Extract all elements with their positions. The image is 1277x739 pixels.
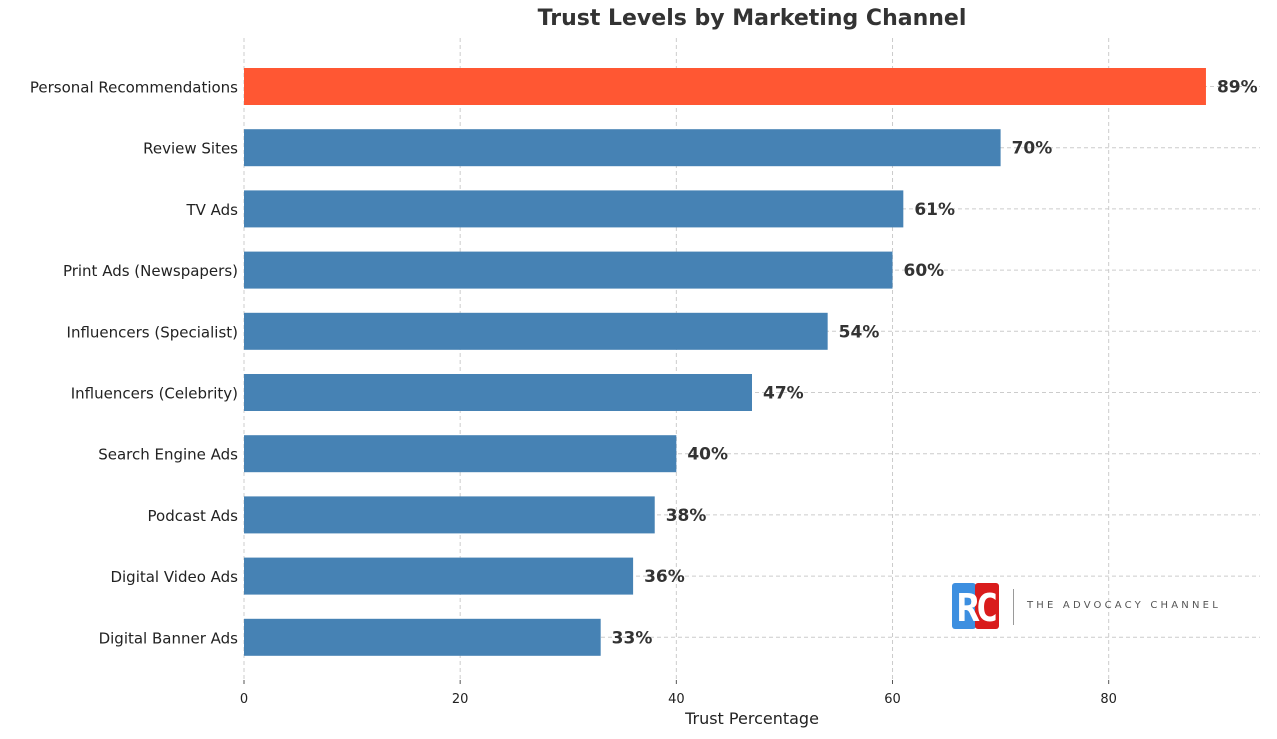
x-tick-label: 0 — [240, 692, 248, 707]
y-tick-label: Review Sites — [143, 140, 238, 158]
bar — [244, 618, 601, 656]
rc-logo-letters: RC — [957, 586, 997, 630]
data-label: 89% — [1217, 78, 1258, 98]
bar-layer — [244, 68, 1206, 656]
data-label: 36% — [644, 567, 685, 587]
chart-title: Trust Levels by Marketing Channel — [537, 6, 967, 31]
bar — [244, 496, 655, 534]
y-tick-label: Personal Recommendations — [30, 79, 238, 97]
rc-logo-badge: RC — [952, 583, 1000, 630]
axis-layer: 0 20 40 60 80 Personal Recommendations Review … — [30, 79, 1117, 708]
data-label: 60% — [904, 261, 945, 281]
bar — [244, 435, 677, 473]
x-axis-label: Trust Percentage — [685, 709, 819, 728]
data-label: 33% — [612, 628, 653, 648]
y-tick-label: Influencers (Specialist) — [67, 323, 238, 341]
bar — [244, 312, 828, 350]
y-tick-label: Podcast Ads — [148, 507, 239, 525]
data-label: 47% — [763, 384, 804, 404]
watermark-separator — [1013, 589, 1014, 625]
data-label: 40% — [687, 445, 728, 465]
data-label: 54% — [839, 322, 880, 342]
bar — [244, 374, 752, 411]
x-tick-label: 20 — [452, 692, 469, 707]
data-label: 38% — [666, 506, 707, 526]
bar — [244, 129, 1001, 167]
data-label: 61% — [914, 200, 955, 220]
watermark-brand-name: THE ADVOCACY CHANNEL — [1027, 600, 1221, 611]
y-tick-label: Influencers (Celebrity) — [71, 385, 238, 403]
x-tick-label: 40 — [668, 692, 685, 707]
watermark-logo: RC THE ADVOCACY CHANNEL — [951, 581, 1251, 633]
x-tick-label: 60 — [884, 692, 901, 707]
data-label: 70% — [1012, 139, 1053, 159]
bar — [244, 68, 1206, 105]
bar — [244, 251, 893, 289]
y-tick-label: TV Ads — [185, 201, 238, 219]
x-tick-label: 80 — [1100, 692, 1117, 707]
y-tick-label: Digital Banner Ads — [99, 629, 239, 647]
label-layer: 89% 70% 61% 60% 54% 47% 40% 38% 36% 33% — [612, 78, 1258, 649]
y-tick-label: Digital Video Ads — [110, 568, 238, 586]
y-tick-label: Print Ads (Newspapers) — [63, 262, 238, 280]
bar — [244, 190, 904, 228]
y-tick-label: Search Engine Ads — [98, 446, 238, 464]
bar — [244, 557, 634, 595]
